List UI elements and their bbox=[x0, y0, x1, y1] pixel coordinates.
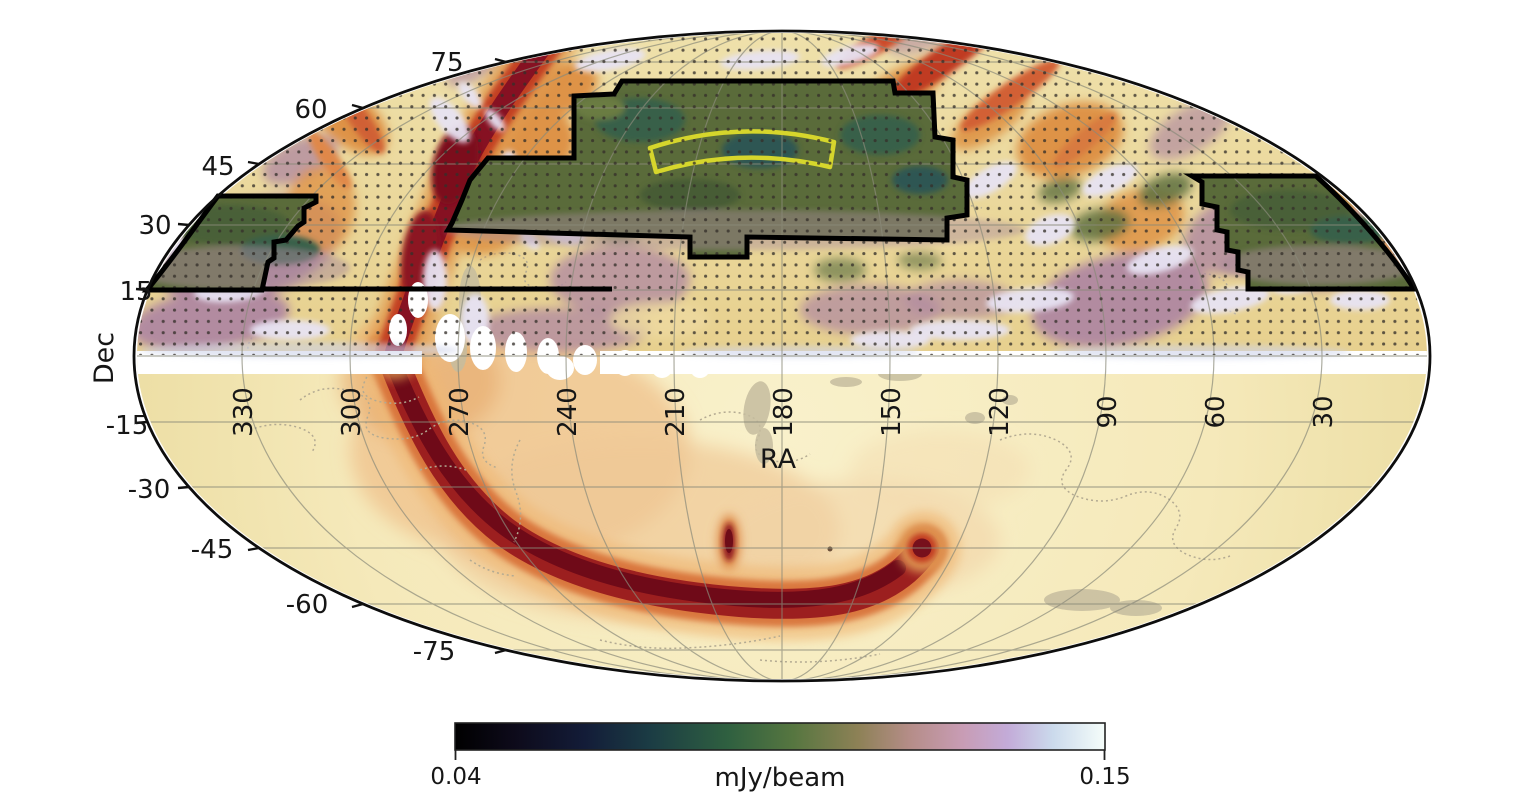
dec-tick-45: 45 bbox=[201, 152, 234, 182]
dec-axis-label: Dec bbox=[89, 332, 120, 384]
dec-tick-75: 75 bbox=[430, 48, 463, 78]
ra-tick-90: 90 bbox=[1093, 395, 1123, 428]
dec-tick-30: 30 bbox=[138, 211, 171, 241]
dec-tick-labels: 75 60 45 30 15 -15 -30 -45 -60 -75 bbox=[106, 48, 464, 667]
ra-axis-label: RA bbox=[760, 444, 797, 475]
dec-tick-marks bbox=[135, 57, 507, 655]
colorbar-min-label: 0.04 bbox=[430, 764, 481, 790]
ra-tick-180: 180 bbox=[769, 387, 799, 437]
ra-tick-labels: 330 300 270 240 210 180 150 120 90 60 30 bbox=[229, 387, 1339, 437]
ra-tick-270: 270 bbox=[445, 387, 475, 437]
central-footprint-outline bbox=[443, 78, 970, 260]
colorbar-units-label: mJy/beam bbox=[715, 763, 846, 793]
dec-tick--15: -15 bbox=[106, 411, 148, 441]
ra-tick-300: 300 bbox=[337, 387, 367, 437]
colorbar: 0.04 0.15 mJy/beam bbox=[430, 722, 1131, 793]
colorbar-gradient-bar bbox=[454, 722, 1106, 751]
ra-tick-120: 120 bbox=[985, 387, 1015, 437]
ra-tick-330: 330 bbox=[229, 387, 259, 437]
dec-tick-15: 15 bbox=[119, 277, 152, 307]
map-boundary bbox=[132, 29, 1432, 683]
ra-tick-30: 30 bbox=[1309, 395, 1339, 428]
dec-tick--45: -45 bbox=[191, 535, 233, 565]
dec-tick--60: -60 bbox=[286, 590, 328, 620]
dec-tick--30: -30 bbox=[128, 475, 170, 505]
ra-tick-210: 210 bbox=[661, 387, 691, 437]
ra-tick-240: 240 bbox=[553, 387, 583, 437]
galactic-plane-south-arc bbox=[353, 315, 961, 641]
ra-tick-60: 60 bbox=[1201, 395, 1231, 428]
east-footprint-outline bbox=[1182, 173, 1419, 292]
ra-tick-150: 150 bbox=[877, 387, 907, 437]
dec-tick-60: 60 bbox=[294, 95, 327, 125]
colorbar-max-label: 0.15 bbox=[1079, 764, 1130, 790]
dec-tick--75: -75 bbox=[413, 637, 455, 667]
